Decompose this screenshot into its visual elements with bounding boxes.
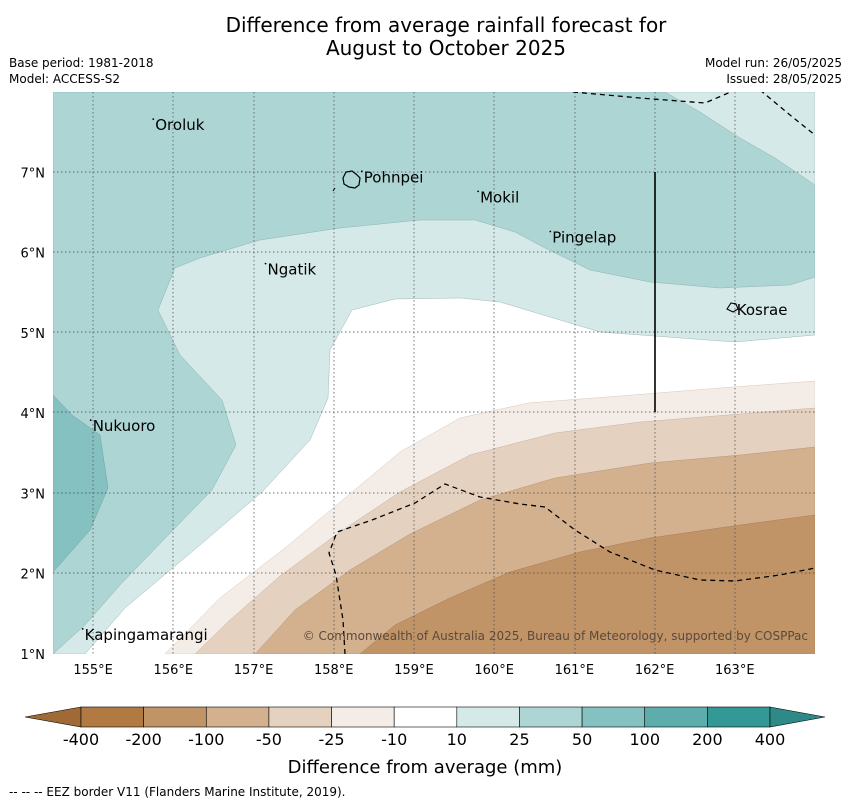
eez-footnote: -- -- -- EEZ border V11 (Flanders Marine… [9,785,346,799]
colorbar-segment [331,706,395,728]
colorbar-tick-labels: -400 -200 -100 -50 -25 -10 10 25 50 100 200 400 [63,730,785,749]
lat-tick-label: 6°N [21,247,46,262]
lat-tick-label: 3°N [21,487,46,502]
place-label: Mokil [480,188,519,206]
place-label: Nukuoro [93,417,156,435]
lat-tick-label: 1°N [21,648,46,663]
colorbar-tick-label: -200 [125,730,161,749]
colorbar [24,706,826,728]
lon-tick-label: 161°E [555,663,595,678]
colorbar-segment [393,706,458,728]
place-dot [549,230,552,233]
colorbar-tick-label: -10 [381,730,407,749]
colorbar-title: Difference from average (mm) [288,757,563,778]
place-dot [89,419,92,422]
colorbar-tick-label: -100 [188,730,224,749]
lon-tick-label: 162°E [635,663,675,678]
colorbar-tick-label: 100 [629,730,660,749]
place-label: Ngatik [268,261,317,279]
lat-tick-label: 5°N [21,327,46,342]
copyright-text: © Commonwealth of Australia 2025, Bureau… [303,629,808,643]
lon-tick-label: 156°E [154,663,194,678]
colorbar-segment [644,706,708,728]
lon-tick-label: 158°E [314,663,354,678]
place-dot [152,118,155,121]
rainfall-anomaly-map: Oroluk Pohnpei Mokil Pingelap Ngatik Kosrae Nu… [53,92,815,654]
longitude-axis: 155°E 156°E 157°E 158°E 159°E 160°E 161°E 162°E… [73,663,754,678]
place-label: Kapingamarangi [85,626,208,644]
place-label: Pingelap [552,229,616,247]
lat-tick-label: 2°N [21,568,46,583]
colorbar-tick-label: 400 [755,730,786,749]
title-line-2: August to October 2025 [325,36,567,60]
place-markers [81,118,736,630]
colorbar-segment [205,706,270,728]
place-label: Oroluk [155,116,204,134]
colorbar-tick-label: -400 [63,730,99,749]
place-dot [733,302,736,305]
pohnpei-islet [332,187,336,192]
map-grid [53,92,815,654]
colorbar-segment [519,706,583,728]
lon-tick-label: 155°E [73,663,113,678]
base-info: Base period: 1981-2018 Model: ACCESS-S2 [9,55,154,87]
contour-25-50 [53,92,815,654]
map-title: Difference from average rainfall forecas… [0,14,850,60]
contour-50-100 [53,394,109,573]
colorbar-extend-max [769,706,826,728]
colorbar-tick-label: 200 [692,730,723,749]
place-label: Kosrae [737,301,788,319]
colorbar-segment [456,706,520,728]
lon-tick-label: 159°E [394,663,434,678]
kosrae-island-outline [726,302,739,313]
run-info: Model run: 26/05/2025 Issued: 28/05/2025 [705,55,842,87]
lon-tick-label: 157°E [234,663,274,678]
colorbar-tick-label: -50 [256,730,282,749]
model-run: Model run: 26/05/2025 [704,56,842,70]
colorbar-tick-label: -25 [318,730,344,749]
place-dot [264,262,267,265]
model-name: Model: ACCESS-S2 [9,72,121,86]
place-dot [81,628,84,630]
colorbar-segment [581,706,646,728]
colorbar-segment [143,706,207,728]
colorbar-tick-label: 10 [447,730,467,749]
place-dot [477,190,480,193]
colorbar-segment [707,706,771,728]
latitude-axis: 1°N 2°N 3°N 4°N 5°N 6°N 7°N [21,166,46,663]
issued-date: Issued: 28/05/2025 [726,72,842,86]
colorbar-tick-label: 25 [509,730,529,749]
lon-tick-label: 163°E [715,663,755,678]
place-label: Pohnpei [364,168,424,186]
place-labels: Oroluk Pohnpei Mokil Pingelap Ngatik Kosrae Nu… [85,116,788,644]
pohnpei-island-outline [342,170,361,189]
title-line-1: Difference from average rainfall forecas… [225,13,667,37]
lat-tick-label: 4°N [21,407,46,422]
place-dot [360,170,363,173]
colorbar-segment [268,706,332,728]
colorbar-extend-min [24,706,82,728]
eez-border [328,92,815,654]
contour-neg100-neg200 [359,514,815,654]
colorbar-segment [80,706,144,728]
lon-tick-label: 160°E [474,663,514,678]
lat-tick-label: 7°N [21,166,46,181]
colorbar-tick-label: 50 [572,730,592,749]
base-period: Base period: 1981-2018 [9,56,154,70]
